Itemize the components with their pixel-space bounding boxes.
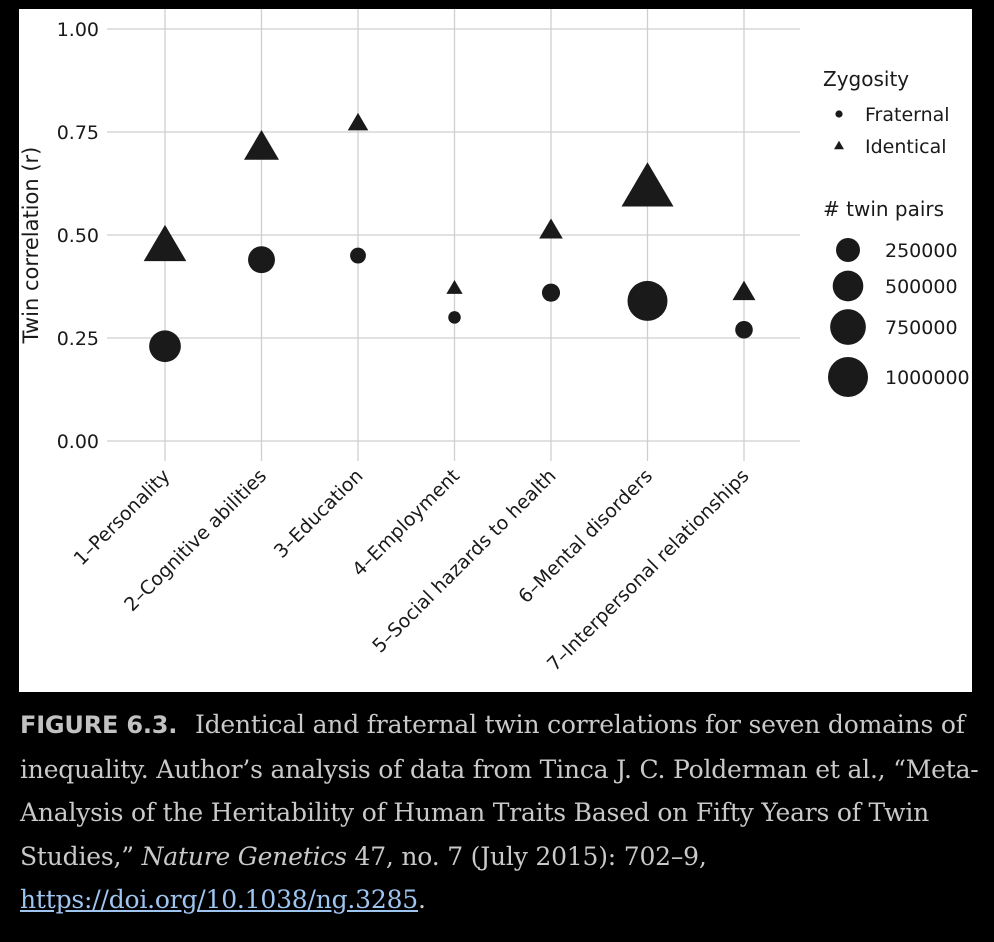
fraternal-point [149, 330, 181, 363]
doi-link[interactable]: https://doi.org/10.1038/ng.3285 [20, 885, 418, 914]
figure-caption: FIGURE 6.3. Identical and fraternal twin… [20, 703, 982, 922]
fraternal-point [541, 283, 561, 302]
identical-point [446, 279, 463, 294]
fraternal-point [350, 247, 366, 264]
identical-point [143, 224, 187, 262]
identical-point [732, 280, 756, 301]
identical-point [539, 218, 563, 239]
x-tick-label: 7–Interpersonal relationships [543, 465, 754, 676]
legend-fraternal-symbol [835, 110, 843, 118]
x-tick-label: 5–Social hazards to health [368, 465, 560, 657]
grid [107, 9, 800, 461]
legend-zygosity-label: Fraternal [865, 104, 950, 126]
data-marks [143, 112, 756, 363]
legend-size-symbol [836, 238, 860, 262]
y-tick-label: 0.75 [57, 122, 99, 144]
chart: 0.00 0.25 0.50 0.75 1.00 1–Personality2–Cogn… [19, 9, 970, 676]
y-axis-title: Twin correlation (r) [19, 147, 43, 345]
identical-point [347, 112, 369, 131]
legend-identical-symbol [834, 140, 844, 150]
caption-journal: Nature Genetics [141, 841, 347, 871]
x-tick-label: 3–Education [270, 465, 368, 563]
caption-end: . [418, 885, 426, 914]
y-tick-label: 0.25 [57, 328, 99, 350]
legend-size-title: # twin pairs [823, 197, 944, 221]
legend-size-label: 500000 [885, 276, 958, 298]
y-tick-label: 1.00 [57, 19, 99, 41]
y-tick-label: 0.00 [57, 431, 99, 453]
legend-shape-title: Zygosity [823, 67, 909, 91]
caption-text: Identical and fraternal twin correlation… [20, 710, 979, 871]
fraternal-point [248, 246, 275, 274]
x-tick-label: 1–Personality [70, 465, 175, 570]
legend-size-label: 250000 [885, 240, 958, 262]
identical-point [243, 130, 280, 160]
fraternal-point [448, 311, 461, 324]
legend-zygosity-label: Identical [865, 136, 947, 158]
legend: Zygosity # twin pairs Fraternal Identical… [823, 67, 970, 397]
legend-size-label: 1000000 [885, 367, 970, 389]
figure-panel: 0.00 0.25 0.50 0.75 1.00 1–Personality 2–Cogn… [19, 9, 972, 692]
fraternal-point [627, 280, 668, 321]
caption-citation: 47, no. 7 (July 2015): 702–9, [354, 841, 707, 871]
legend-size-symbol [828, 357, 868, 397]
legend-size-symbol [832, 270, 864, 302]
fraternal-point [735, 320, 753, 339]
identical-point [621, 162, 674, 207]
y-tick-label: 0.50 [57, 225, 99, 247]
figure-label: FIGURE 6.3. [20, 711, 178, 739]
y-axis-ticks: 0.00 0.25 0.50 0.75 1.00 [57, 19, 99, 453]
legend-size-label: 750000 [885, 317, 958, 339]
legend-size-symbol [830, 309, 866, 345]
